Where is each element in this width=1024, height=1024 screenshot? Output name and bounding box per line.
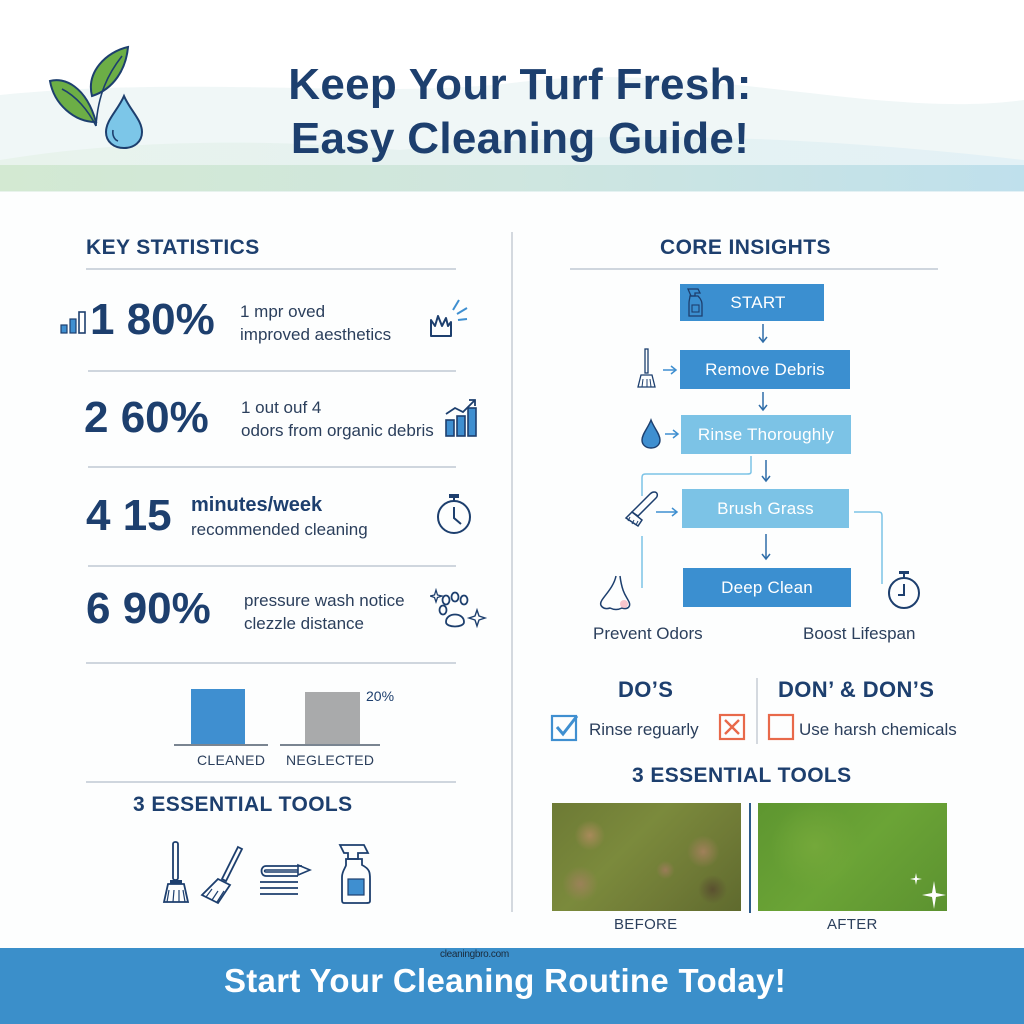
stat-divider <box>86 662 456 664</box>
stat-3-line2: recommended cleaning <box>191 520 368 539</box>
paw-sparkle-icon <box>430 588 488 629</box>
flow-step-rinse-thoroughly: Rinse Thoroughly <box>681 415 851 454</box>
core-insights-title: CORE INSIGHTS <box>660 236 831 259</box>
donts-title: DON’ & DON’S <box>778 677 935 702</box>
water-drop-icon <box>641 418 661 449</box>
growth-chart-icon <box>445 399 477 437</box>
footer-url[interactable]: cleaningbro.com <box>440 949 509 960</box>
dont-item-text: Use harsh chemicals <box>799 720 957 739</box>
footer-cta[interactable]: Start Your Cleaning Routine Today! <box>223 962 787 999</box>
left-tools-title: 3 ESSENTIAL TOOLS <box>133 793 353 816</box>
stat-4-line1: pressure wash notice <box>244 591 405 610</box>
stopwatch-icon <box>888 571 920 609</box>
after-label: AFTER <box>827 916 878 933</box>
flow-step-label: Brush Grass <box>717 498 814 518</box>
spray-bottle-icon <box>338 844 371 904</box>
chart-divider <box>86 781 456 783</box>
bar-neglected-value: 20% <box>366 688 395 704</box>
stat-1-line1: 1 mpr oved <box>240 302 326 321</box>
right-tools-title: 3 ESSENTIAL TOOLS <box>632 764 852 787</box>
flow-step-start: START <box>680 284 824 321</box>
stat-4-number: 6 90% <box>86 584 211 633</box>
stat-3-line1: minutes/week <box>191 494 323 516</box>
page-title-line2: Easy Cleaning Guide! <box>290 114 750 163</box>
spray-bottle-icon <box>687 288 703 317</box>
flow-step-label: Deep Clean <box>721 577 813 597</box>
dos-donts-divider <box>756 678 758 744</box>
bar-neglected <box>305 692 360 745</box>
bar-signal-icon <box>60 311 86 334</box>
sparkle-icon <box>910 873 946 909</box>
key-statistics-underline <box>86 268 456 270</box>
flow-step-deep-clean: Deep Clean <box>683 568 851 607</box>
bar-label-neglected: NEGLECTED <box>286 752 375 768</box>
bar-baseline-cleaned <box>174 744 268 746</box>
core-insights-underline <box>570 268 938 270</box>
checkbox-empty-icon[interactable] <box>767 713 795 741</box>
stat-2-line1: 1 out ouf 4 <box>241 398 322 417</box>
push-broom-icon <box>162 841 190 903</box>
stat-1-number: 1 80% <box>90 295 215 344</box>
broom-icon <box>637 348 656 388</box>
stat-2-number: 2 60% <box>84 393 209 442</box>
before-label: BEFORE <box>614 916 678 933</box>
arrow-down-icon <box>758 392 768 412</box>
bar-cleaned <box>191 689 245 745</box>
stat-3-number: 4 15 <box>86 491 172 540</box>
stat-divider <box>88 466 456 468</box>
stat-4-line2: clezzle distance <box>244 614 365 633</box>
do-item-text: Rinse reguarly <box>589 720 699 739</box>
dos-title: DO’S <box>618 677 674 702</box>
bar-baseline-neglected <box>280 744 380 746</box>
flow-step-label: Rinse Thoroughly <box>697 424 835 444</box>
stat-divider <box>88 565 456 567</box>
header-wave-background <box>0 77 1024 192</box>
outcome-boost-lifespan: Boost Lifespan <box>803 624 916 643</box>
flow-step-brush-grass: Brush Grass <box>682 489 849 528</box>
stat-2-line2: odors from organic debris <box>241 421 434 440</box>
leaves-and-water-drop-icon <box>48 45 144 150</box>
hand-broom-icon <box>200 845 244 905</box>
page-title: Keep Your Turf Fresh: Easy Cleaning Guid… <box>200 58 840 166</box>
flow-step-remove-debris: Remove Debris <box>680 350 850 389</box>
stat-1-line2: improved aesthetics <box>240 325 392 344</box>
footer-banner <box>0 948 1024 1024</box>
flow-step-label: START <box>730 292 786 312</box>
column-divider <box>511 232 513 912</box>
header-banner: Keep Your Turf Fresh: Easy Cleaning Guid… <box>0 0 1024 192</box>
arrow-right-icon <box>665 429 680 439</box>
hose-icon <box>260 863 312 895</box>
checkbox-checked-icon[interactable] <box>550 712 580 742</box>
nose-icon <box>599 575 631 611</box>
before-after-divider <box>749 803 751 913</box>
flow-connector-lines <box>641 456 883 588</box>
after-turf-photo <box>758 803 947 911</box>
checkbox-x-icon[interactable] <box>718 713 746 741</box>
page-title-line1: Keep Your Turf Fresh: <box>288 60 752 109</box>
grass-sparkle-icon <box>430 299 468 337</box>
bar-label-cleaned: CLEANED <box>197 752 266 768</box>
arrow-down-icon <box>758 324 768 344</box>
arrow-right-icon <box>663 365 678 375</box>
stat-divider <box>88 370 456 372</box>
outcome-prevent-odors: Prevent Odors <box>593 624 703 643</box>
before-turf-photo <box>552 803 741 911</box>
key-statistics-title: KEY STATISTICS <box>86 236 260 259</box>
scrub-brush-icon <box>624 491 659 528</box>
stopwatch-icon <box>437 494 471 534</box>
flow-step-label: Remove Debris <box>705 359 825 379</box>
